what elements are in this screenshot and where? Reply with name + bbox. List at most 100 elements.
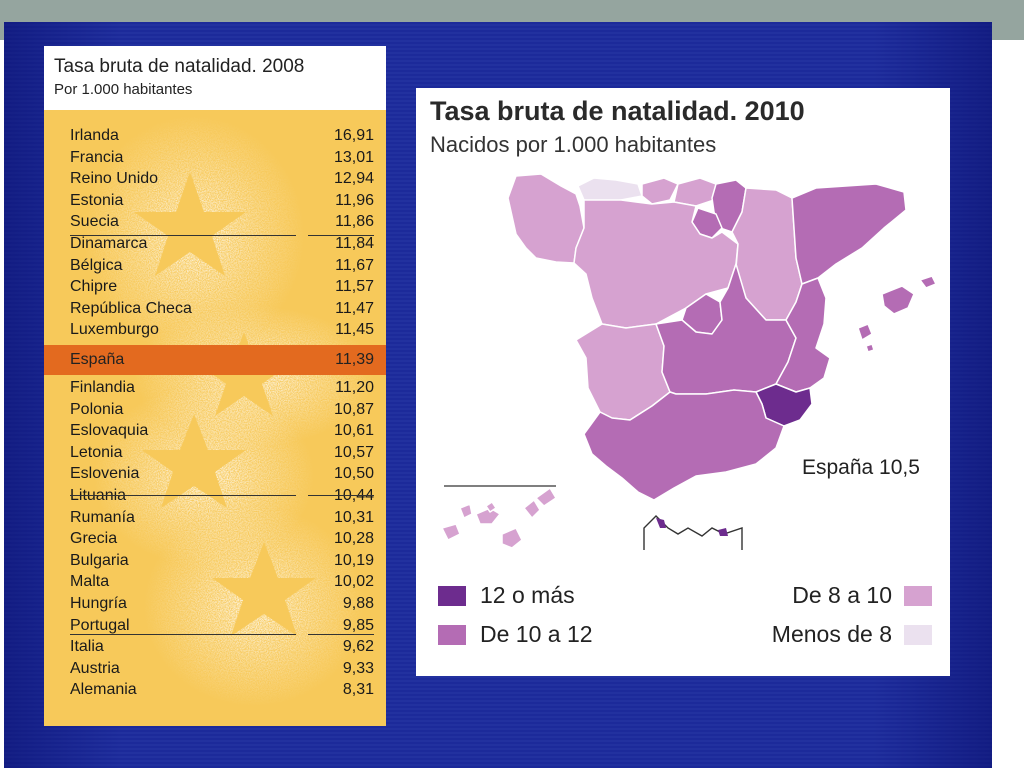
- table-row: Letonia 10,57: [44, 443, 386, 464]
- group-divider: [308, 235, 374, 236]
- region-ceuta: [656, 518, 666, 528]
- birth-rate-value: 10,57: [333, 444, 374, 461]
- spain-map: [441, 173, 937, 550]
- table-header: Tasa bruta de natalidad. 2008 Por 1.000 …: [44, 46, 386, 110]
- country-name: Luxemburgo: [70, 321, 159, 338]
- legend-swatch-below-8: [904, 625, 932, 645]
- country-name: Irlanda: [70, 127, 119, 144]
- region-asturias: [577, 177, 643, 203]
- table-row: República Checa 11,47: [44, 299, 386, 320]
- country-name: Bélgica: [70, 257, 123, 274]
- country-name: Lituania: [70, 487, 127, 504]
- map-subtitle: Nacidos por 1.000 habitantes: [430, 132, 717, 157]
- region-canarias-2: [459, 503, 473, 519]
- region-baleares-menorca: [919, 275, 937, 289]
- birth-rate-value: 12,94: [333, 170, 374, 187]
- country-name: España: [70, 351, 125, 368]
- country-name: Finlandia: [70, 379, 135, 396]
- table-row: Estonia 11,96: [44, 191, 386, 212]
- region-baleares-ibiza: [857, 323, 873, 341]
- birth-rate-value: 10,50: [333, 465, 374, 482]
- birth-rate-value: 16,91: [333, 127, 374, 144]
- birth-rate-value: 9,62: [342, 638, 374, 655]
- spain-total-annotation: España 10,5: [802, 456, 920, 479]
- region-canarias-7: [485, 501, 497, 513]
- country-name: Letonia: [70, 444, 123, 461]
- table-row: Polonia 10,87: [44, 400, 386, 421]
- country-name: Bulgaria: [70, 552, 129, 569]
- birth-rate-value: 11,96: [335, 192, 374, 209]
- legend-swatch-8-10: [904, 586, 932, 606]
- table-row: Italia 9,62: [44, 637, 386, 658]
- legend-swatch-12-plus: [438, 586, 466, 606]
- country-name: Malta: [70, 573, 110, 590]
- spain-birth-rate-map-2010: Tasa bruta de natalidad. 2010 Nacidos po…: [416, 88, 950, 676]
- table-row: Lituania 10,44: [44, 486, 386, 507]
- country-name: Dinamarca: [70, 235, 148, 252]
- country-name: Chipre: [70, 278, 118, 295]
- table-row: Rumanía 10,31: [44, 508, 386, 529]
- legend-label-12-plus: 12 o más: [480, 582, 575, 608]
- birth-rate-value: 10,44: [333, 487, 374, 504]
- table-row: Francia 13,01: [44, 148, 386, 169]
- birth-rate-value: 11,39: [335, 351, 374, 368]
- birth-rate-value: 9,33: [342, 660, 374, 677]
- table-row: Bélgica 11,67: [44, 256, 386, 277]
- table-row: Grecia 10,28: [44, 529, 386, 550]
- country-name: Austria: [70, 660, 120, 677]
- region-canarias-5: [523, 499, 541, 519]
- country-name: Eslovaquia: [70, 422, 149, 439]
- birth-rate-value: 11,84: [335, 235, 374, 252]
- group-divider: [308, 495, 374, 496]
- region-pais-vasco: [673, 177, 717, 207]
- birth-rate-value: 11,47: [335, 300, 374, 317]
- legend-label-8-10: De 8 a 10: [792, 582, 892, 608]
- table-row: Malta 10,02: [44, 572, 386, 593]
- region-canarias-4: [501, 527, 523, 549]
- birth-rate-value: 11,67: [335, 257, 374, 274]
- birth-rate-value: 10,61: [333, 422, 374, 439]
- country-name: Portugal: [70, 617, 130, 634]
- country-name: Francia: [70, 149, 124, 166]
- legend-swatch-10-12: [438, 625, 466, 645]
- region-galicia: [507, 173, 585, 264]
- country-name: Italia: [70, 638, 104, 655]
- table-row: Luxemburgo 11,45: [44, 320, 386, 341]
- birth-rate-value: 11,57: [335, 278, 374, 295]
- country-name: Estonia: [70, 192, 124, 209]
- country-name: Hungría: [70, 595, 127, 612]
- ceuta-melilla-inset: [643, 515, 743, 550]
- table-title: Tasa bruta de natalidad. 2008: [54, 56, 305, 77]
- table-row: Eslovenia 10,50: [44, 464, 386, 485]
- birth-rate-value: 11,45: [335, 321, 374, 338]
- table-row: Finlandia 11,20: [44, 378, 386, 399]
- birth-rate-value: 11,86: [335, 213, 374, 230]
- table-row: Austria 9,33: [44, 659, 386, 680]
- group-divider: [308, 634, 374, 635]
- region-canarias-1: [441, 523, 461, 541]
- birth-rate-value: 8,31: [342, 681, 374, 698]
- birth-rate-value: 9,88: [342, 595, 374, 612]
- table-row: Portugal 9,85: [44, 616, 386, 637]
- table-row: Alemania 8,31: [44, 680, 386, 701]
- country-name: Reino Unido: [70, 170, 159, 187]
- table-row: Irlanda 16,91: [44, 126, 386, 147]
- table-row: Suecia 11,86: [44, 212, 386, 233]
- table-row: Reino Unido 12,94: [44, 169, 386, 190]
- birth-rate-value: 11,20: [335, 379, 374, 396]
- birth-rate-value: 10,19: [333, 552, 374, 569]
- region-canarias-6: [535, 487, 557, 507]
- group-divider: [70, 634, 296, 635]
- right-margin: [992, 40, 1024, 768]
- region-baleares-formentera: [865, 343, 875, 353]
- legend-label-10-12: De 10 a 12: [480, 621, 593, 647]
- country-name: República Checa: [70, 300, 192, 317]
- country-name: Rumanía: [70, 509, 135, 526]
- map-title: Tasa bruta de natalidad. 2010: [430, 96, 805, 126]
- table-row: Bulgaria 10,19: [44, 551, 386, 572]
- table-row: Hungría 9,88: [44, 594, 386, 615]
- legend-label-below-8: Menos de 8: [771, 621, 892, 647]
- country-name: Grecia: [70, 530, 118, 547]
- birth-rate-value: 13,01: [333, 149, 374, 166]
- table-row: Eslovaquia 10,61: [44, 421, 386, 442]
